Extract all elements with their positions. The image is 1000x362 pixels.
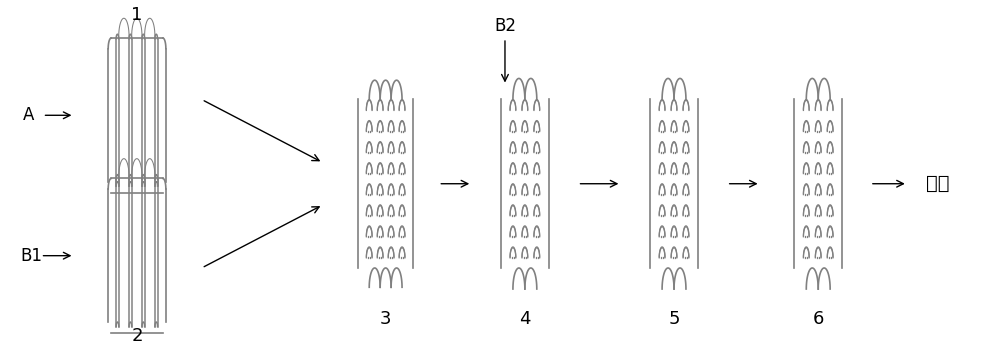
Text: A: A: [23, 106, 34, 124]
Text: 4: 4: [519, 310, 531, 328]
Text: 3: 3: [380, 310, 391, 328]
Text: 1: 1: [131, 6, 143, 24]
Text: 6: 6: [813, 310, 824, 328]
Text: B1: B1: [21, 247, 43, 265]
Text: 2: 2: [131, 327, 143, 345]
Text: 5: 5: [668, 310, 680, 328]
Text: 产物: 产物: [926, 174, 949, 193]
Text: B2: B2: [494, 17, 516, 34]
